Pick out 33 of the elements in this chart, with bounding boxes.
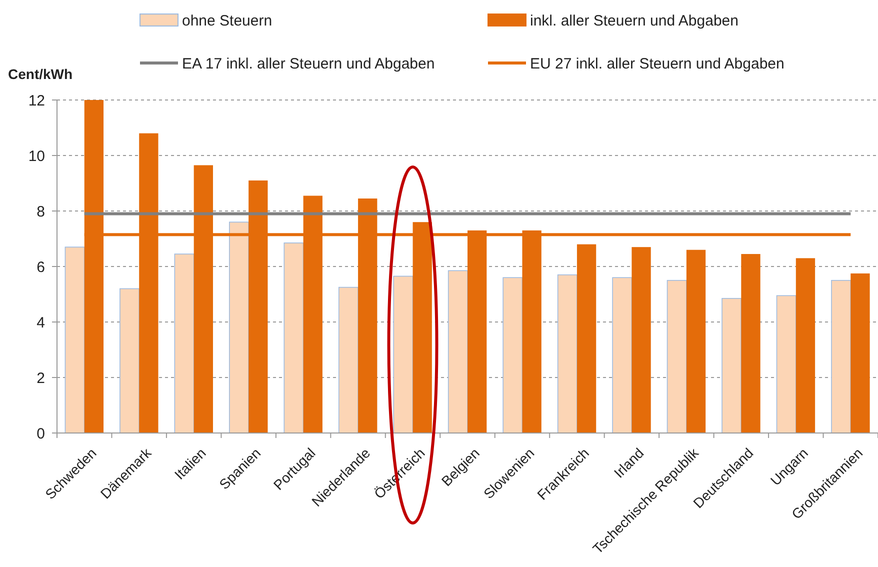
y-tick-label: 4 <box>36 314 45 332</box>
legend-label: EU 27 inkl. aller Steuern und Abgaben <box>530 55 784 72</box>
y-tick-label: 12 <box>28 92 45 110</box>
bar <box>686 250 706 433</box>
bar <box>448 270 468 434</box>
y-tick-label: 2 <box>36 370 45 387</box>
bar <box>120 288 140 434</box>
bar <box>338 286 358 434</box>
bar <box>666 280 687 434</box>
bar <box>229 222 249 434</box>
y-tick-label: 10 <box>28 148 45 165</box>
bar <box>632 247 651 433</box>
legend-label: inkl. aller Steuern und Abgaben <box>530 12 738 30</box>
bar <box>741 254 760 433</box>
bar <box>776 295 796 434</box>
y-tick-label: 0 <box>36 425 45 442</box>
y-tick-label: 6 <box>36 258 45 276</box>
legend-label: EA 17 inkl. aller Steuern und Abgaben <box>182 55 435 72</box>
legend-label: ohne Steuern <box>182 12 272 30</box>
bar <box>174 254 194 434</box>
y-axis-title: Cent/kWh <box>8 66 73 82</box>
bar <box>850 273 870 433</box>
y-tick-label: 8 <box>36 203 45 220</box>
bar <box>557 274 578 434</box>
bar <box>831 280 852 434</box>
bar <box>796 258 816 433</box>
bar <box>393 276 414 434</box>
bar <box>502 277 523 434</box>
bar <box>64 246 85 434</box>
bar <box>576 244 596 433</box>
bar <box>612 277 632 434</box>
bar <box>722 298 742 434</box>
bar <box>284 242 304 434</box>
